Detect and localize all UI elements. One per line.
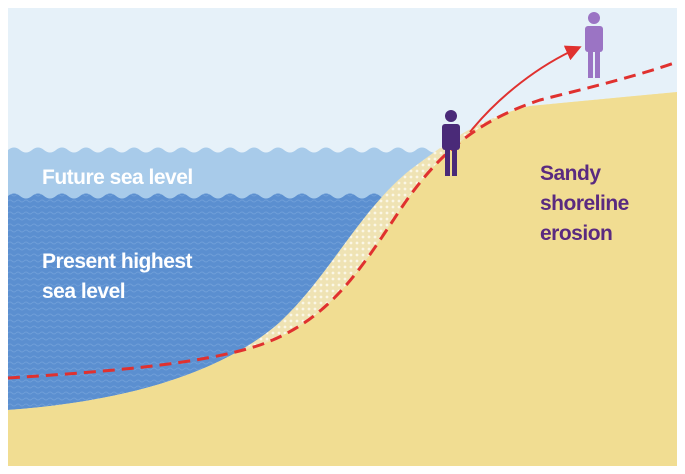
label: shoreline — [540, 192, 629, 215]
label: Sandy — [540, 162, 601, 185]
label: Future sea level — [42, 166, 193, 189]
label: erosion — [540, 222, 612, 245]
label: Present highest — [42, 250, 193, 273]
diagram: Future sea level Present highest sea lev… — [0, 0, 685, 474]
label: sea level — [42, 280, 125, 303]
